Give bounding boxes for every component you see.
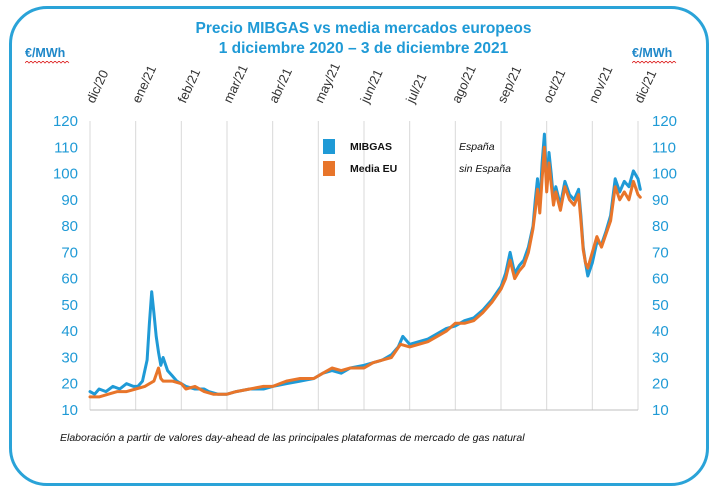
x-tick-label: ene/21 <box>129 63 159 105</box>
legend-label: MIBGAS <box>350 141 392 153</box>
unit-underline-left <box>25 61 70 64</box>
y-tick-label-right: 110 <box>652 139 676 156</box>
y-axis-unit-left: €/MWh <box>25 46 66 60</box>
y-tick-label-left: 10 <box>61 402 78 419</box>
y-tick-label-right: 100 <box>652 166 677 183</box>
legend: MIBGAS España Media EU sin España <box>323 139 511 176</box>
y-tick-label-right: 40 <box>652 323 669 340</box>
y-tick-label-right: 10 <box>652 402 669 419</box>
y-tick-label-left: 110 <box>54 139 78 156</box>
x-tick-label: mar/21 <box>220 62 251 105</box>
x-tick-label: oct/21 <box>540 67 569 105</box>
footnote: Elaboración a partir de valores day-ahea… <box>60 432 525 444</box>
x-tick-label: nov/21 <box>585 64 615 106</box>
y-tick-label-left: 70 <box>61 244 78 261</box>
y-tick-label-left: 80 <box>61 218 78 235</box>
legend-label: Media EU <box>350 163 397 175</box>
y-axis-right: 10 20 30 40 50 60 70 80 90 100 110 120 <box>652 113 677 419</box>
chart-frame <box>9 6 709 486</box>
y-tick-label-left: 40 <box>61 323 78 340</box>
legend-description: sin España <box>459 163 511 175</box>
y-tick-label-left: 30 <box>61 349 78 366</box>
x-tick-label: dic/20 <box>83 67 111 105</box>
y-tick-label-left: 100 <box>53 166 78 183</box>
x-tick-label: dic/21 <box>631 67 659 105</box>
y-tick-label-left: 20 <box>61 376 78 393</box>
x-tick-label: abr/21 <box>266 66 295 106</box>
y-tick-label-left: 120 <box>53 113 78 130</box>
x-tick-label: jun/21 <box>357 67 386 106</box>
y-tick-label-right: 20 <box>652 376 669 393</box>
y-tick-label-left: 90 <box>61 192 78 209</box>
y-axis-unit-right: €/MWh <box>632 46 673 60</box>
y-tick-label-right: 50 <box>652 297 669 314</box>
legend-swatch-media-eu <box>323 161 335 176</box>
gridlines <box>89 121 639 411</box>
y-axis-left: 10 20 30 40 50 60 70 80 90 100 110 120 <box>53 113 78 419</box>
y-tick-label-right: 90 <box>652 192 669 209</box>
x-tick-label: sep/21 <box>494 64 524 106</box>
series-lines <box>88 132 642 399</box>
legend-description: España <box>459 141 495 153</box>
y-tick-label-right: 120 <box>652 113 677 130</box>
y-tick-label-right: 70 <box>652 244 669 261</box>
y-tick-label-right: 30 <box>652 349 669 366</box>
chart-title: Precio MIBGAS vs media mercados europeos <box>195 20 532 37</box>
y-tick-label-left: 50 <box>61 297 78 314</box>
y-tick-label-right: 80 <box>652 218 669 235</box>
x-tick-label: ago/21 <box>448 63 478 105</box>
unit-underline-right <box>632 61 677 64</box>
x-axis-labels: dic/20 ene/21 feb/21 mar/21 abr/21 may/21 jun/… <box>83 60 659 106</box>
y-tick-label-right: 60 <box>652 271 669 288</box>
x-tick-label: jul/21 <box>402 71 429 106</box>
series-line-media-eu <box>88 145 642 399</box>
x-tick-label: feb/21 <box>174 66 203 105</box>
chart-subtitle: 1 diciembre 2020 – 3 de diciembre 2021 <box>218 40 509 57</box>
y-tick-label-left: 60 <box>61 271 78 288</box>
x-tick-label: may/21 <box>311 60 343 105</box>
legend-swatch-mibgas <box>323 139 335 154</box>
